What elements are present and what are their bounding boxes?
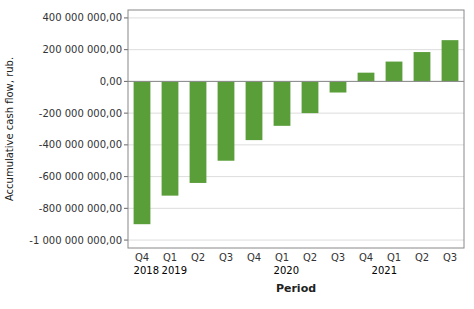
- grid-line: [128, 81, 464, 82]
- bar: [302, 81, 319, 113]
- x-tick-label: Q2: [191, 252, 205, 263]
- bar: [162, 81, 179, 195]
- y-tick-label: -400 000 000,00: [39, 139, 122, 150]
- y-tick-label: 400 000 000,00: [42, 12, 122, 23]
- y-tick-label: 0,00: [100, 76, 122, 87]
- year-annotation: 2018: [134, 265, 159, 276]
- y-tick: [124, 17, 128, 18]
- y-tick: [124, 49, 128, 50]
- y-tick-label: -1 000 000 000,00: [29, 235, 122, 246]
- grid-line: [128, 240, 464, 241]
- x-tick-label: Q3: [219, 252, 233, 263]
- x-tick-label: Q2: [415, 252, 429, 263]
- bar: [414, 52, 431, 81]
- y-axis-label: Accumulative cash flow, rub.: [4, 57, 15, 201]
- grid-line: [128, 208, 464, 209]
- x-tick-label: Q4: [135, 252, 149, 263]
- bar: [274, 81, 291, 125]
- x-axis-label: Period: [276, 282, 316, 295]
- y-tick: [124, 208, 128, 209]
- grid-line: [128, 49, 464, 50]
- bar: [134, 81, 151, 224]
- bar: [190, 81, 207, 183]
- bar: [386, 62, 403, 82]
- y-tick: [124, 81, 128, 82]
- y-tick: [124, 176, 128, 177]
- chart: -1 000 000 000,00 -800 000 000,00 -600 000…: [0, 0, 474, 309]
- grid-line: [128, 17, 464, 18]
- y-tick-label: -200 000 000,00: [39, 108, 122, 119]
- y-tick-label: -800 000 000,00: [39, 203, 122, 214]
- y-tick: [124, 113, 128, 114]
- year-annotation: 2021: [372, 265, 397, 276]
- bar: [246, 81, 263, 140]
- bar: [218, 81, 235, 160]
- year-annotation: 2019: [162, 265, 187, 276]
- y-tick-label: 200 000 000,00: [42, 44, 122, 55]
- bar: [358, 73, 375, 82]
- x-tick-label: Q1: [387, 252, 401, 263]
- bars: [134, 40, 459, 224]
- x-tick-label: Q4: [247, 252, 261, 263]
- zero-line: [128, 81, 464, 82]
- x-tick-label: Q1: [163, 252, 177, 263]
- x-tick-label: Q3: [443, 252, 457, 263]
- bar: [330, 81, 347, 92]
- y-tick: [124, 144, 128, 145]
- x-tick-label: Q2: [303, 252, 317, 263]
- plot-frame: [128, 10, 464, 248]
- bar: [442, 40, 459, 81]
- year-annotation: 2020: [274, 265, 299, 276]
- x-tick-label: Q3: [331, 252, 345, 263]
- x-tick-label: Q4: [359, 252, 373, 263]
- y-tick-label: -600 000 000,00: [39, 171, 122, 182]
- x-tick-label: Q1: [275, 252, 289, 263]
- y-tick: [124, 240, 128, 241]
